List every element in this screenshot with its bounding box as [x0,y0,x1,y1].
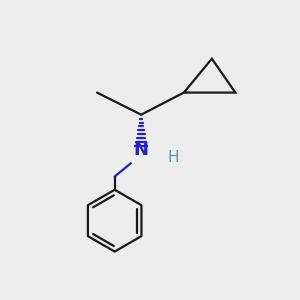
Text: N: N [134,141,149,159]
Text: H: H [168,150,179,165]
